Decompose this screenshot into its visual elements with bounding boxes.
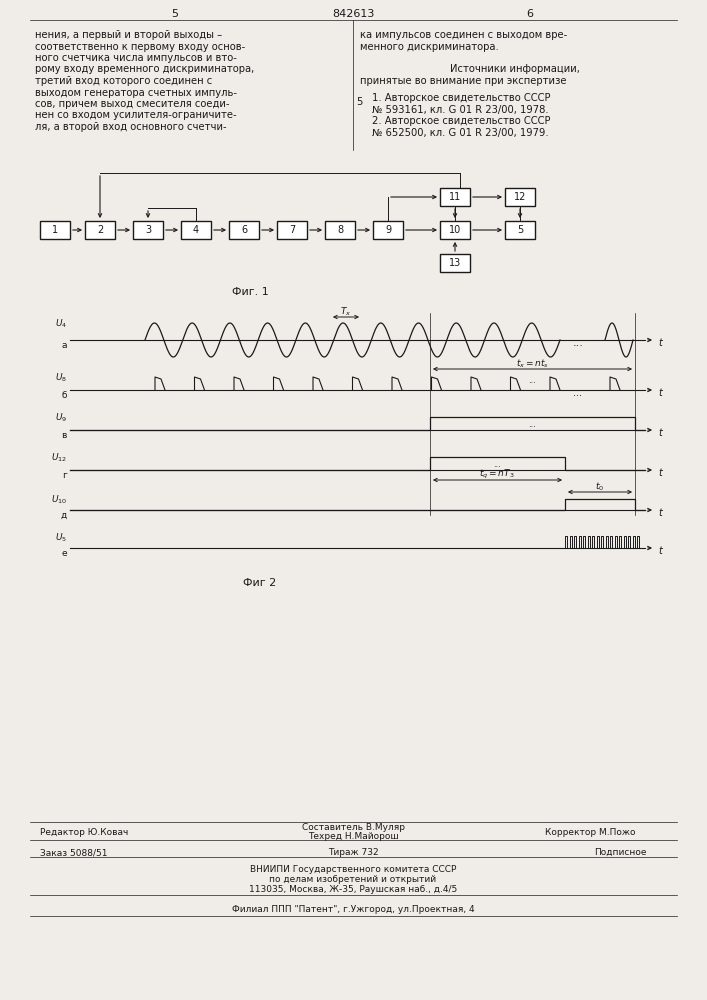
Text: ...: ... bbox=[573, 338, 583, 348]
Text: 9: 9 bbox=[385, 225, 391, 235]
Text: Филиал ППП "Патент", г.Ужгород, ул.Проектная, 4: Филиал ППП "Патент", г.Ужгород, ул.Проек… bbox=[232, 905, 474, 914]
Bar bbox=[440, 254, 470, 272]
Text: t: t bbox=[658, 388, 662, 398]
Text: $t_x = nt_s$: $t_x = nt_s$ bbox=[515, 358, 549, 370]
Text: рому входу временного дискриминатора,: рому входу временного дискриминатора, bbox=[35, 64, 255, 75]
Text: 6: 6 bbox=[527, 9, 534, 19]
Text: Редактор Ю.Ковач: Редактор Ю.Ковач bbox=[40, 828, 128, 837]
Text: ного счетчика числа импульсов и вто-: ного счетчика числа импульсов и вто- bbox=[35, 53, 237, 63]
Bar bbox=[277, 221, 307, 239]
Text: $U_5$: $U_5$ bbox=[55, 532, 67, 544]
Text: Фиг. 1: Фиг. 1 bbox=[232, 287, 269, 297]
Bar bbox=[505, 188, 535, 206]
Text: б: б bbox=[62, 390, 67, 399]
Text: 5: 5 bbox=[356, 97, 363, 107]
Text: нен со входом усилителя-ограничите-: нен со входом усилителя-ограничите- bbox=[35, 110, 237, 120]
Text: 7: 7 bbox=[289, 225, 295, 235]
Text: 2: 2 bbox=[97, 225, 103, 235]
Text: 8: 8 bbox=[337, 225, 343, 235]
Text: 2. Авторское свидетельство СССР: 2. Авторское свидетельство СССР bbox=[372, 116, 551, 126]
Text: t: t bbox=[658, 338, 662, 348]
Text: Источники информации,: Источники информации, bbox=[450, 64, 580, 75]
Text: принятые во внимание при экспертизе: принятые во внимание при экспертизе bbox=[360, 76, 566, 86]
Text: ВНИИПИ Государственного комитета СССР: ВНИИПИ Государственного комитета СССР bbox=[250, 865, 456, 874]
Bar bbox=[85, 221, 115, 239]
Text: соответственно к первому входу основ-: соответственно к первому входу основ- bbox=[35, 41, 245, 51]
Text: ка импульсов соединен с выходом вре-: ка импульсов соединен с выходом вре- bbox=[360, 30, 567, 40]
Text: выходом генератора счетных импуль-: выходом генератора счетных импуль- bbox=[35, 88, 237, 98]
Text: $U_8$: $U_8$ bbox=[55, 372, 67, 384]
Text: t: t bbox=[658, 508, 662, 518]
Text: ...: ... bbox=[573, 388, 583, 398]
Text: Тираж 732: Тираж 732 bbox=[327, 848, 378, 857]
Text: № 593161, кл. G 01 R 23/00, 1978.: № 593161, кл. G 01 R 23/00, 1978. bbox=[372, 105, 549, 115]
Text: $U_9$: $U_9$ bbox=[54, 412, 67, 424]
Text: 4: 4 bbox=[193, 225, 199, 235]
Text: 10: 10 bbox=[449, 225, 461, 235]
Text: $U_{10}$: $U_{10}$ bbox=[51, 494, 67, 506]
Text: $t_0$: $t_0$ bbox=[595, 481, 604, 493]
Text: 842613: 842613 bbox=[332, 9, 374, 19]
Text: 11: 11 bbox=[449, 192, 461, 202]
Bar bbox=[440, 221, 470, 239]
Bar bbox=[373, 221, 403, 239]
Text: $U_{12}$: $U_{12}$ bbox=[51, 452, 67, 464]
Text: нения, а первый и второй выходы –: нения, а первый и второй выходы – bbox=[35, 30, 222, 40]
Text: менного дискриминатора.: менного дискриминатора. bbox=[360, 41, 498, 51]
Text: t: t bbox=[658, 546, 662, 556]
Text: 5: 5 bbox=[172, 9, 178, 19]
Text: д: д bbox=[61, 510, 67, 520]
Bar bbox=[229, 221, 259, 239]
Text: а: а bbox=[62, 340, 67, 350]
Text: $t_q = nT_3$: $t_q = nT_3$ bbox=[479, 468, 515, 481]
Text: ля, а второй вход основного счетчи-: ля, а второй вход основного счетчи- bbox=[35, 122, 227, 132]
Text: сов, причем выход смесителя соеди-: сов, причем выход смесителя соеди- bbox=[35, 99, 230, 109]
Text: 1. Авторское свидетельство СССР: 1. Авторское свидетельство СССР bbox=[372, 93, 551, 103]
Text: 12: 12 bbox=[514, 192, 526, 202]
Text: в: в bbox=[62, 430, 67, 440]
Bar bbox=[440, 188, 470, 206]
Text: Составитель В.Муляр: Составитель В.Муляр bbox=[301, 823, 404, 832]
Bar bbox=[40, 221, 70, 239]
Text: 113035, Москва, Ж-35, Раушская наб., д.4/5: 113035, Москва, Ж-35, Раушская наб., д.4… bbox=[249, 885, 457, 894]
Text: Техред Н.Майорош: Техред Н.Майорош bbox=[308, 832, 398, 841]
Text: t: t bbox=[658, 468, 662, 478]
Text: 5: 5 bbox=[517, 225, 523, 235]
Text: ...: ... bbox=[528, 376, 536, 385]
Text: е: е bbox=[62, 548, 67, 558]
Text: 13: 13 bbox=[449, 258, 461, 268]
Text: г: г bbox=[62, 471, 67, 480]
Bar bbox=[181, 221, 211, 239]
Text: 1: 1 bbox=[52, 225, 58, 235]
Text: Корректор М.Пожо: Корректор М.Пожо bbox=[545, 828, 636, 837]
Bar bbox=[133, 221, 163, 239]
Text: третий вход которого соединен с: третий вход которого соединен с bbox=[35, 76, 212, 86]
Text: ...: ... bbox=[493, 460, 501, 469]
Text: $U_4$: $U_4$ bbox=[54, 318, 67, 330]
Text: № 652500, кл. G 01 R 23/00, 1979.: № 652500, кл. G 01 R 23/00, 1979. bbox=[372, 128, 549, 138]
Text: 3: 3 bbox=[145, 225, 151, 235]
Text: Заказ 5088/51: Заказ 5088/51 bbox=[40, 848, 107, 857]
Text: Подписное: Подписное bbox=[594, 848, 646, 857]
Text: t: t bbox=[658, 428, 662, 438]
Text: по делам изобретений и открытий: по делам изобретений и открытий bbox=[269, 875, 436, 884]
Bar bbox=[505, 221, 535, 239]
Text: 6: 6 bbox=[241, 225, 247, 235]
Text: ...: ... bbox=[528, 420, 536, 429]
Text: Фиг 2: Фиг 2 bbox=[243, 578, 276, 588]
Text: $T_x$: $T_x$ bbox=[340, 306, 351, 318]
Bar bbox=[325, 221, 355, 239]
